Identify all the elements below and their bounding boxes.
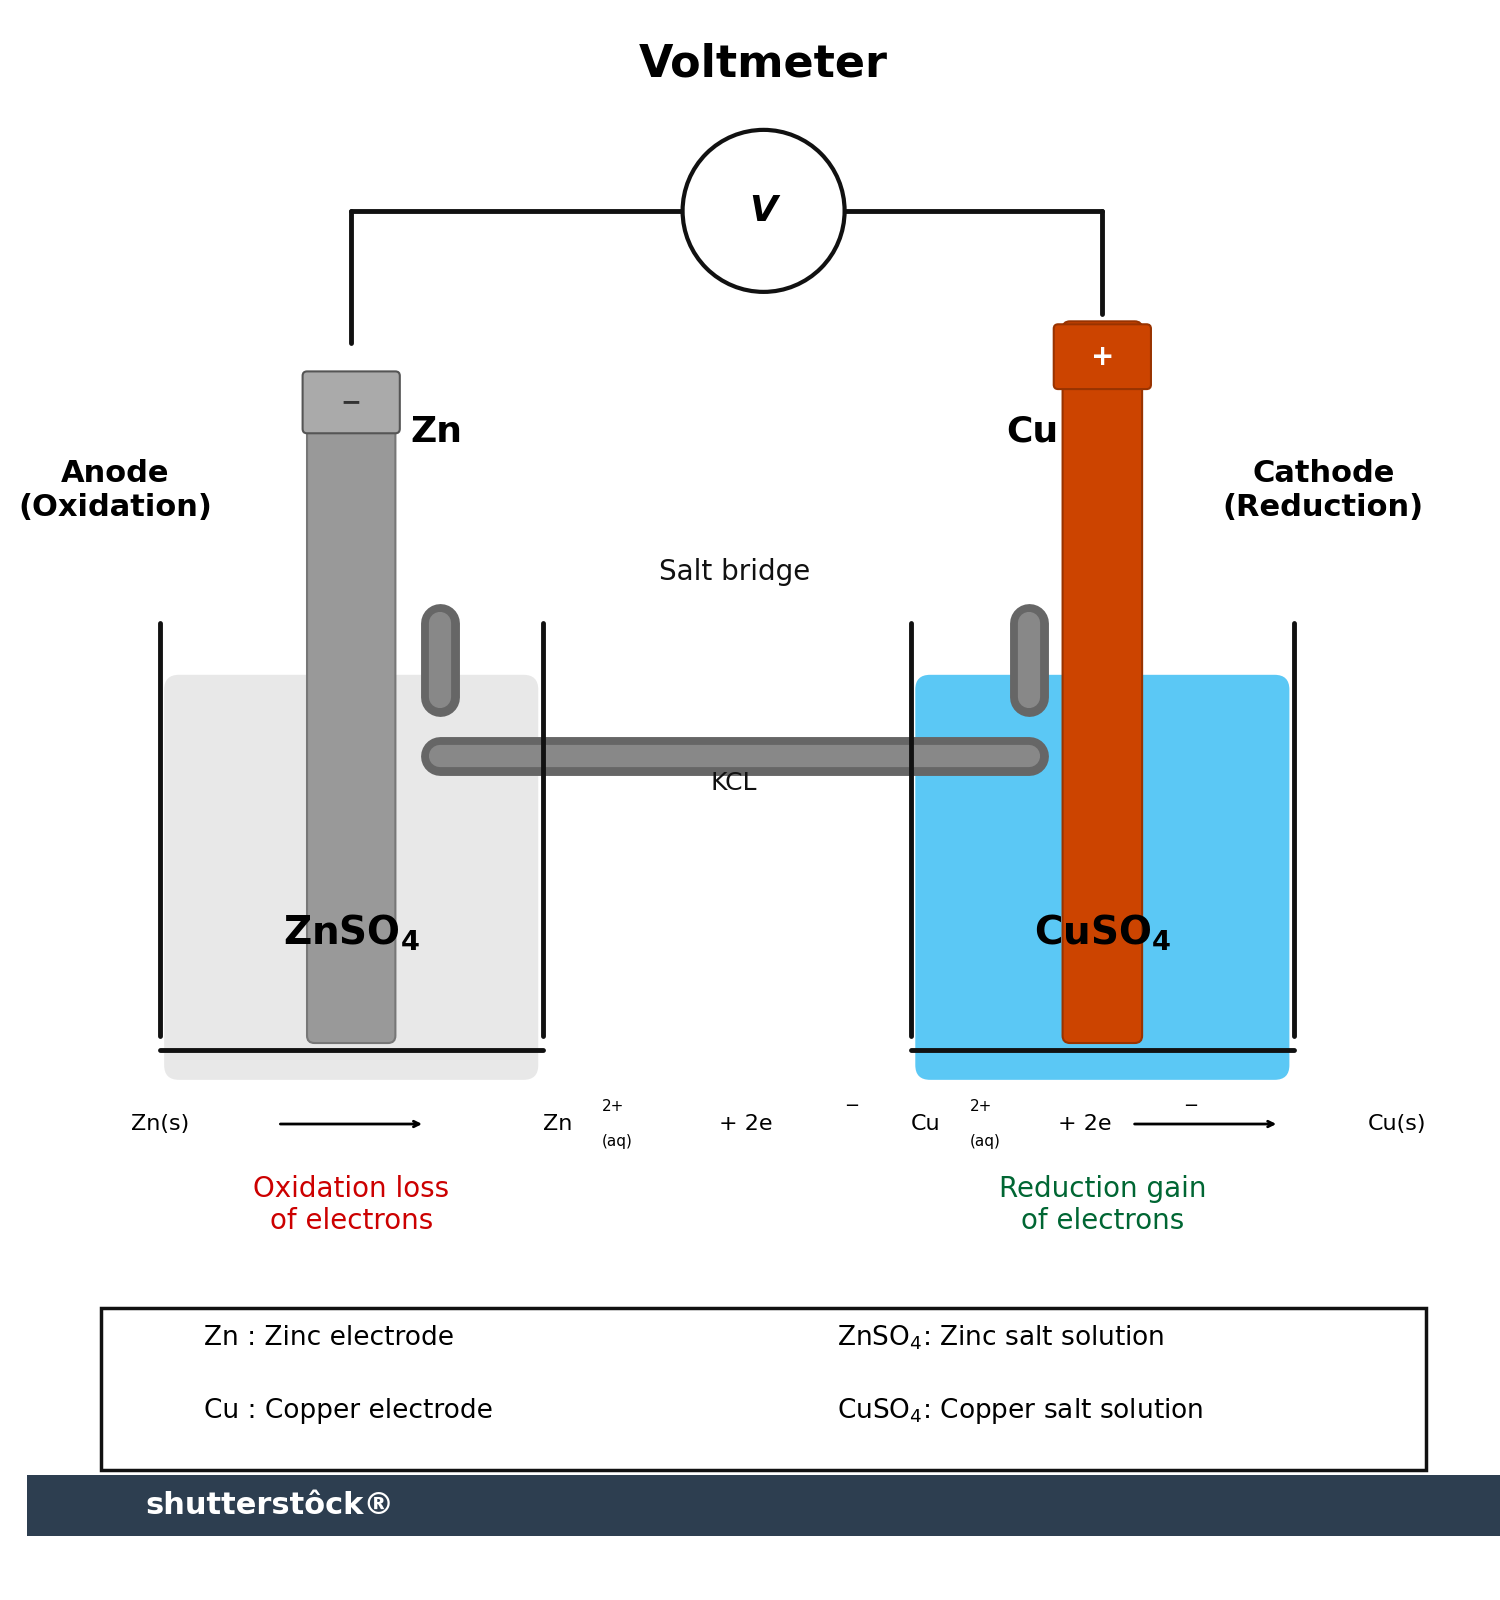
Text: Cu(s): Cu(s) [1368,1114,1426,1134]
FancyBboxPatch shape [308,395,396,1043]
Text: Salt bridge: Salt bridge [658,558,810,587]
Text: Cu: Cu [910,1114,940,1134]
Text: Zn(s): Zn(s) [130,1114,189,1134]
Text: Cu : Copper electrode: Cu : Copper electrode [204,1398,494,1424]
Text: V: V [750,194,777,227]
FancyBboxPatch shape [1053,325,1150,389]
Text: +: + [1090,342,1114,371]
Text: −: − [340,390,362,414]
Text: 2+: 2+ [970,1099,992,1114]
Text: 2+: 2+ [602,1099,624,1114]
Text: $\mathbf{CuSO_4}$: $\mathbf{CuSO_4}$ [1034,912,1172,952]
Text: KCL: KCL [711,771,758,795]
Text: Cu: Cu [1007,414,1059,448]
Text: + 2e: + 2e [1058,1114,1112,1134]
Text: −: − [1184,1098,1198,1115]
Text: shutterstôck®: shutterstôck® [146,1491,394,1520]
Text: ZnSO$_4$: Zinc salt solution: ZnSO$_4$: Zinc salt solution [837,1323,1164,1352]
FancyBboxPatch shape [915,675,1290,1080]
FancyBboxPatch shape [1062,322,1142,1043]
Text: (aq): (aq) [970,1134,1000,1149]
Text: CuSO$_4$: Copper salt solution: CuSO$_4$: Copper salt solution [837,1397,1203,1426]
Text: Voltmeter: Voltmeter [639,43,888,86]
Text: Zn : Zinc electrode: Zn : Zinc electrode [204,1325,454,1350]
Text: Zn: Zn [543,1114,572,1134]
Text: Oxidation loss
of electrons: Oxidation loss of electrons [254,1174,450,1235]
Text: Reduction gain
of electrons: Reduction gain of electrons [999,1174,1206,1235]
FancyBboxPatch shape [303,371,400,434]
Text: Cathode
(Reduction): Cathode (Reduction) [1222,459,1424,522]
Text: + 2e: + 2e [720,1114,772,1134]
Text: Zn: Zn [410,414,462,448]
Text: $\mathbf{ZnSO_4}$: $\mathbf{ZnSO_4}$ [282,912,420,952]
Circle shape [682,130,844,291]
FancyBboxPatch shape [100,1309,1426,1470]
Text: (aq): (aq) [602,1134,633,1149]
Text: −: − [844,1098,859,1115]
Bar [27,1475,1500,1536]
FancyBboxPatch shape [164,675,538,1080]
Text: Anode
(Oxidation): Anode (Oxidation) [18,459,213,522]
